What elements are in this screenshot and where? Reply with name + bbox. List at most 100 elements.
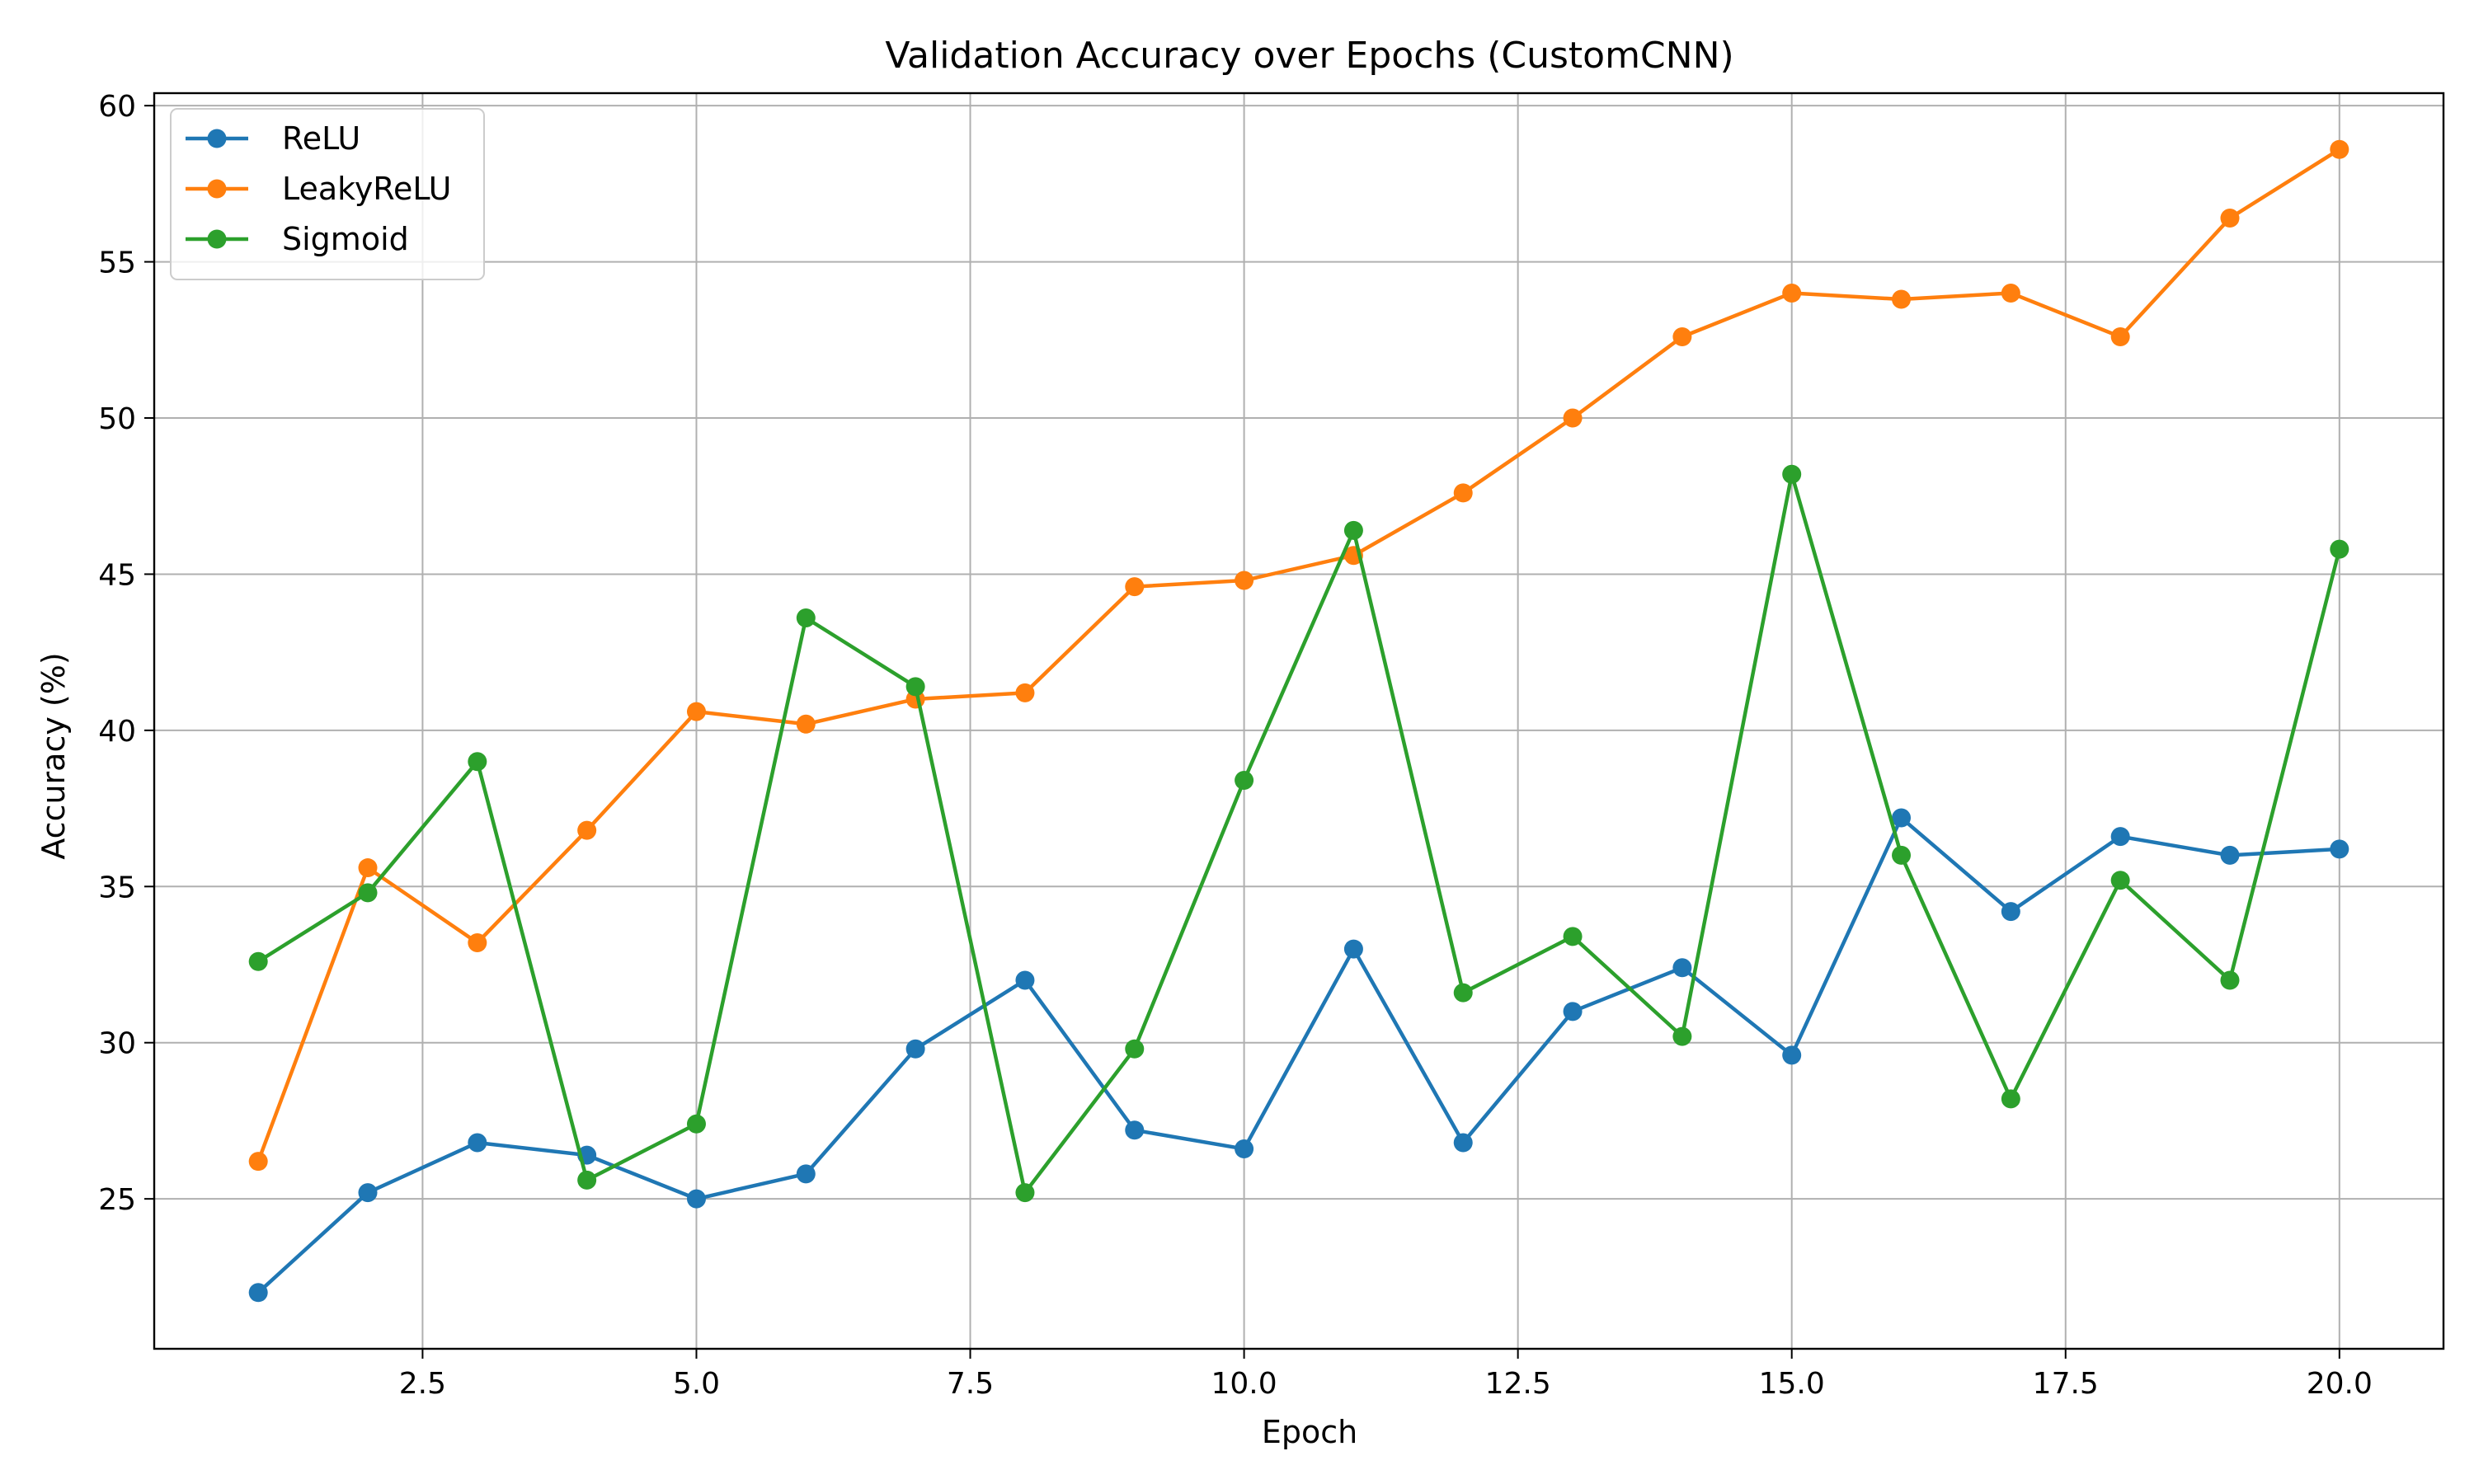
data-point-relu: [1125, 1120, 1145, 1140]
data-point-sigmoid: [2330, 539, 2349, 559]
x-axis-ticks: 2.5 5.0 7.5 10.0 12.5 15.0 17.5 20.0: [399, 1349, 2373, 1401]
data-point-relu: [796, 1164, 816, 1184]
series-leakyrelu: [248, 139, 2349, 1172]
data-point-relu: [1563, 1002, 1583, 1021]
legend-item-sigmoid: Sigmoid: [186, 221, 409, 257]
y-axis-ticks: 25 30 35 40 45 50 55 60: [98, 90, 154, 1217]
series-sigmoid: [248, 464, 2349, 1203]
data-point-sigmoid: [1125, 1039, 1145, 1059]
data-point-relu: [468, 1133, 487, 1153]
data-point-leakyrelu: [1672, 327, 1692, 347]
x-tick-label: 7.5: [947, 1367, 994, 1401]
legend-marker-sigmoid: [207, 229, 227, 249]
data-point-sigmoid: [248, 951, 268, 971]
data-point-relu: [1453, 1133, 1473, 1153]
data-point-relu: [2110, 827, 2130, 847]
data-point-sigmoid: [468, 752, 487, 772]
data-point-relu: [2220, 845, 2240, 865]
data-point-sigmoid: [1563, 927, 1583, 946]
data-point-relu: [248, 1283, 268, 1303]
data-point-sigmoid: [1343, 520, 1363, 540]
y-axis-label: Accuracy (%): [35, 652, 72, 859]
data-point-leakyrelu: [796, 714, 816, 734]
legend-label-leakyrelu: LeakyReLU: [282, 171, 451, 207]
data-point-leakyrelu: [2330, 139, 2349, 159]
data-point-leakyrelu: [1015, 683, 1035, 702]
y-tick-label: 35: [98, 871, 136, 904]
legend-marker-relu: [207, 129, 227, 148]
data-point-relu: [2001, 902, 2020, 922]
data-point-relu: [905, 1039, 925, 1059]
data-point-sigmoid: [2220, 970, 2240, 990]
data-point-sigmoid: [1782, 464, 1802, 484]
data-point-leakyrelu: [1453, 483, 1473, 503]
data-point-relu: [1343, 939, 1363, 959]
data-point-sigmoid: [2110, 871, 2130, 890]
data-point-sigmoid: [577, 1170, 597, 1190]
data-point-relu: [358, 1183, 378, 1203]
y-tick-label: 50: [98, 402, 136, 436]
plot-background: [154, 93, 2443, 1349]
x-tick-label: 10.0: [1211, 1367, 1277, 1401]
data-point-leakyrelu: [686, 702, 706, 721]
data-point-leakyrelu: [1892, 289, 1912, 309]
series-line-leakyrelu: [256, 148, 2341, 1162]
data-point-relu: [1672, 958, 1692, 978]
plot-frame: [153, 92, 2445, 1350]
y-tick-label: 60: [98, 90, 136, 124]
data-point-leakyrelu: [2110, 327, 2130, 347]
data-point-sigmoid: [358, 883, 378, 903]
plot-area: [153, 92, 2445, 1350]
data-point-leakyrelu: [358, 858, 378, 878]
data-point-leakyrelu: [468, 932, 487, 952]
data-point-leakyrelu: [2001, 283, 2020, 303]
data-point-sigmoid: [1672, 1026, 1692, 1046]
grid: [154, 93, 2443, 1349]
data-point-sigmoid: [1235, 770, 1254, 790]
data-point-sigmoid: [1892, 845, 1912, 865]
data-point-relu: [1015, 970, 1035, 990]
data-point-relu: [686, 1189, 706, 1209]
y-tick-label: 30: [98, 1027, 136, 1061]
legend-box: [170, 108, 485, 280]
series-line-sigmoid: [256, 472, 2341, 1195]
x-axis-label: Epoch: [1262, 1414, 1357, 1450]
data-point-relu: [1892, 808, 1912, 828]
series-layer: [248, 139, 2349, 1303]
data-point-relu: [2330, 839, 2349, 859]
legend-label-relu: ReLU: [282, 120, 360, 157]
data-point-leakyrelu: [1563, 408, 1583, 428]
data-point-sigmoid: [2001, 1089, 2020, 1109]
data-point-sigmoid: [1453, 983, 1473, 1003]
x-tick-label: 5.0: [673, 1367, 720, 1401]
y-tick-label: 55: [98, 247, 136, 280]
x-tick-label: 2.5: [399, 1367, 446, 1401]
data-point-sigmoid: [1015, 1183, 1035, 1203]
x-tick-label: 17.5: [2033, 1367, 2099, 1401]
data-point-sigmoid: [905, 677, 925, 697]
x-tick-label: 20.0: [2307, 1367, 2373, 1401]
y-tick-label: 40: [98, 715, 136, 749]
legend-marker-leakyrelu: [207, 179, 227, 199]
data-point-leakyrelu: [577, 820, 597, 840]
data-point-relu: [1235, 1139, 1254, 1159]
data-point-leakyrelu: [1125, 577, 1145, 597]
data-point-sigmoid: [796, 608, 816, 627]
legend: ReLU LeakyReLU Sigmoid: [170, 108, 485, 280]
data-point-leakyrelu: [1235, 571, 1254, 590]
y-tick-label: 25: [98, 1183, 136, 1217]
legend-item-leakyrelu: LeakyReLU: [186, 171, 451, 207]
legend-item-relu: ReLU: [186, 120, 360, 157]
x-tick-label: 15.0: [1759, 1367, 1825, 1401]
y-tick-label: 45: [98, 558, 136, 592]
data-point-leakyrelu: [2220, 209, 2240, 228]
chart-title: Validation Accuracy over Epochs (CustomC…: [885, 35, 1733, 77]
data-point-leakyrelu: [248, 1152, 268, 1172]
series-line-relu: [256, 815, 2340, 1294]
x-tick-label: 12.5: [1485, 1367, 1551, 1401]
data-point-sigmoid: [686, 1114, 706, 1134]
series-relu: [248, 808, 2349, 1303]
legend-label-sigmoid: Sigmoid: [282, 221, 409, 257]
data-point-leakyrelu: [1782, 283, 1802, 303]
